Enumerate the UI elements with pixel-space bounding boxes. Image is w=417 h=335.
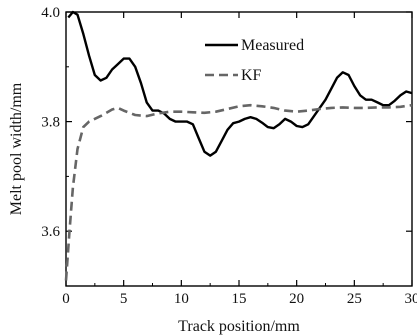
series-line-kf <box>64 103 413 281</box>
x-tick-label: 30 <box>405 291 417 307</box>
series-layer <box>64 10 413 281</box>
y-axis-label: Melt pool width/mm <box>8 82 25 215</box>
legend-label-measured: Measured <box>241 37 304 54</box>
series-line-measured <box>67 10 413 157</box>
y-tick-label: 3.6 <box>41 224 60 240</box>
x-tick-label: 0 <box>62 291 70 307</box>
y-tick-label: 4.0 <box>41 5 60 21</box>
x-tick-label: 25 <box>347 291 362 307</box>
axes: 0 5 10 15 20 25 30 3.6 3.8 4.0 <box>41 5 417 307</box>
x-tick-label: 5 <box>120 291 128 307</box>
x-tick-label: 10 <box>174 291 189 307</box>
legend-label-kf: KF <box>241 67 262 84</box>
x-tick-label: 15 <box>232 291 247 307</box>
legend: Measured KF <box>205 37 304 84</box>
y-tick-label: 3.8 <box>41 115 60 131</box>
x-tick-label: 20 <box>289 291 304 307</box>
x-axis-label: Track position/mm <box>178 318 300 335</box>
plot-frame <box>65 11 413 287</box>
